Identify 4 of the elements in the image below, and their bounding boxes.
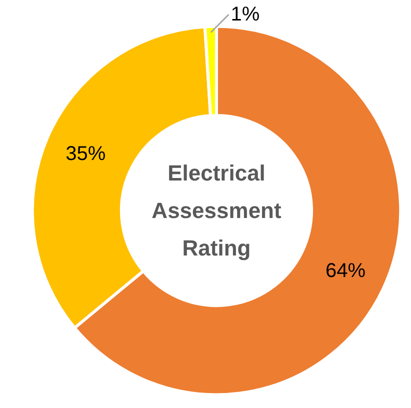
data-label: 64% xyxy=(325,260,366,282)
data-label: 35% xyxy=(66,142,106,165)
data-label: 1% xyxy=(230,3,260,26)
text: Electrical Assessment Rating xyxy=(152,160,282,261)
